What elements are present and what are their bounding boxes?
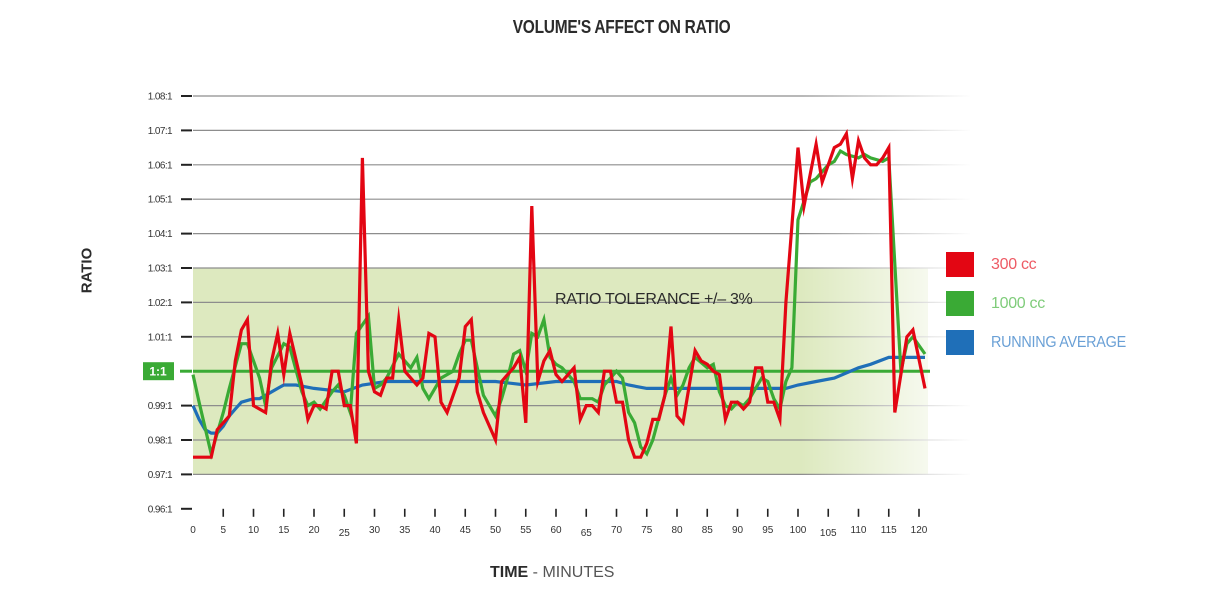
tolerance-label: RATIO TOLERANCE +/– 3% [555,291,753,308]
x-tick-label: 100 [790,525,807,536]
x-tick-label: 40 [429,525,441,536]
legend-label-1000cc: 1000 cc [991,294,1045,312]
y-tick-label: 1:1 [149,365,167,379]
x-tick-label: 35 [399,525,411,536]
legend-item-300cc: 300 cc [946,245,1141,284]
x-tick-label: 95 [762,525,774,536]
legend-item-1000cc: 1000 cc [946,284,1141,323]
axes [180,72,975,517]
y-tick-label: 1.08:1 [148,92,173,103]
x-tick-label: 15 [278,525,290,536]
series-layer [191,128,927,461]
x-tick-label: 80 [671,525,683,536]
x-tick-label: 60 [550,525,562,536]
y-axis-label: RATIO [78,247,96,294]
y-tick-label: 1.05:1 [148,195,173,206]
x-tick-label: 85 [702,525,714,536]
y-tick-labels: 1.08:1 1.07:1 1.06:1 1.05:1 1.04:1 1.03:1 1.02… [143,92,174,515]
x-tick-label: 10 [248,525,260,536]
legend-label-300cc: 300 cc [991,255,1037,273]
y-tick-label: 0.98:1 [148,436,173,447]
legend-label-running-average: RUNNING AVERAGE [991,333,1126,351]
reference-label-box [143,362,174,381]
x-tick-label: 75 [641,525,653,536]
x-tick-label: 45 [460,525,472,536]
x-tick-labels: 0 5 10 15 20 25 30 35 40 45 50 55 60 65 70 75 80 85 90 95 10… [190,525,928,539]
x-tick-label: 50 [490,525,502,536]
x-tick-label: 120 [911,525,928,536]
x-tick-label: 115 [881,525,897,536]
y-tick-label: 1.07:1 [148,126,173,137]
x-tick-label: 25 [339,528,351,539]
y-tick-label: 0.97:1 [148,470,173,481]
legend-item-running-average: RUNNING AVERAGE [946,323,1141,362]
x-tick-label: 105 [820,528,837,539]
series-line-running-average [191,355,925,435]
x-tick-label: 70 [611,525,623,536]
x-tick-label: 65 [581,528,593,539]
legend: 300 cc 1000 cc RUNNING AVERAGE [946,245,1141,362]
series-line-1000-cc [191,148,927,461]
x-tick-label: 110 [851,525,867,536]
x-axis-label: TIME - MINUTES [490,564,614,582]
y-tick-label: 1.04:1 [148,229,173,240]
x-tick-label: 90 [732,525,744,536]
y-tick-label: 1.02:1 [148,298,173,309]
legend-swatch-1000cc [946,291,974,316]
chart-title: VOLUME'S AFFECT ON RATIO [512,17,731,37]
x-tick-label: 0 [190,525,196,536]
legend-swatch-running-average [946,330,974,355]
x-axis-label-bold: TIME [490,564,529,581]
legend-swatch-300cc [946,252,974,277]
x-axis-label-units: - MINUTES [528,564,615,581]
y-tick-label: 1.06:1 [148,160,173,171]
y-tick-label: 1.01:1 [148,332,173,343]
series-line-300-cc [193,128,927,459]
y-tick-label: 0.99:1 [148,401,173,412]
y-tick-label: 0.96:1 [148,504,173,515]
x-tick-label: 55 [520,525,532,536]
x-tick-label: 20 [308,525,320,536]
x-tick-label: 30 [369,525,381,536]
y-tick-label: 1.03:1 [148,264,173,275]
x-tick-label: 5 [220,525,226,536]
